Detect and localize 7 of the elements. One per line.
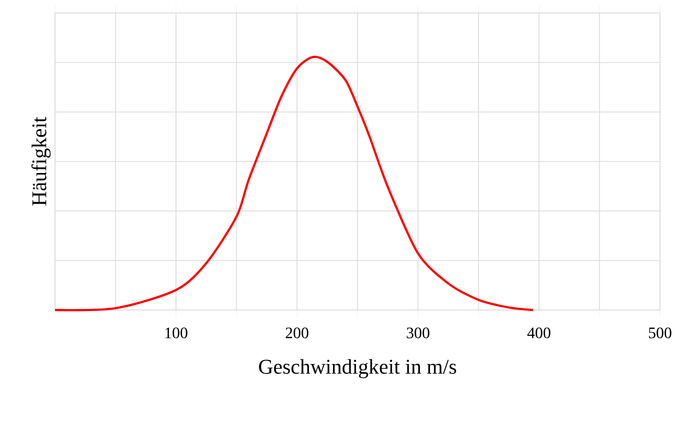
- x-tick-label: 100: [165, 328, 188, 338]
- x-axis-title: Geschwindigkeit in m/s: [258, 359, 456, 378]
- x-tick-label: 200: [286, 328, 308, 338]
- x-tick-label: 400: [527, 328, 550, 338]
- y-axis-title: Häufigkeit: [31, 116, 51, 206]
- x-tick-label: 500: [648, 328, 672, 338]
- x-tick-label: 300: [406, 328, 430, 338]
